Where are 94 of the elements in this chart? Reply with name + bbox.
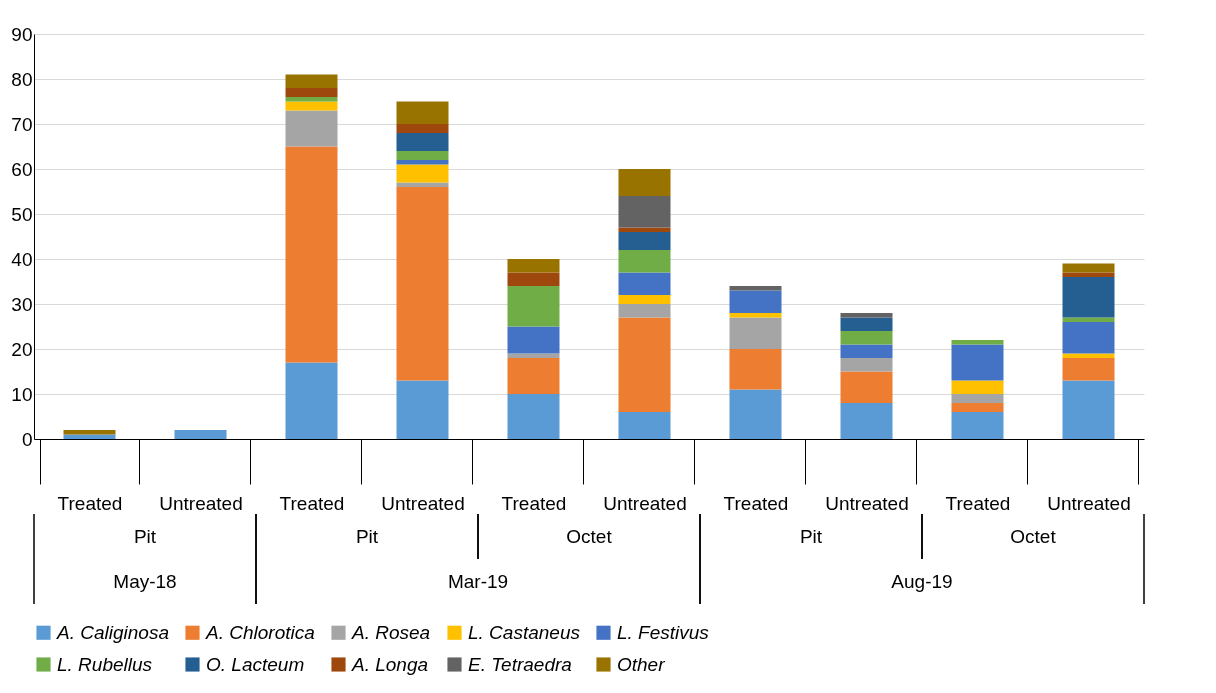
bar [507, 326, 560, 354]
bar [729, 349, 782, 390]
bar [174, 430, 227, 439]
legend-label: L. Castaneus [468, 621, 581, 643]
legend-label: E. Tetraedra [468, 653, 572, 675]
y-tick-label: 30 [11, 293, 33, 315]
y-tick-label: 40 [11, 248, 33, 270]
bar [396, 101, 449, 124]
text: Octet [1010, 525, 1057, 547]
y-tick-label: 0 [21, 428, 33, 450]
bar [618, 169, 671, 196]
y-tick-label: 70 [11, 113, 33, 135]
bar [285, 74, 338, 88]
x-tick-label: Untreated [159, 492, 243, 514]
bar [1062, 380, 1115, 439]
x-tick-label: Treated [723, 492, 789, 514]
bar [618, 295, 671, 304]
bar [507, 259, 560, 273]
y-tick-label: 20 [11, 338, 33, 360]
bar [951, 340, 1004, 345]
bar [729, 286, 782, 291]
bar [951, 394, 1004, 403]
bar [840, 344, 893, 358]
bar [729, 313, 782, 318]
bar [396, 187, 449, 381]
x-tick-label: Untreated [603, 492, 687, 514]
legend-label: A. Chlorotica [205, 621, 315, 643]
bar [840, 313, 893, 318]
bar [951, 380, 1004, 394]
bar [618, 250, 671, 273]
text: Aug-19 [891, 570, 953, 592]
bar [618, 317, 671, 412]
bar [618, 232, 671, 250]
legend-label: A. Rosea [351, 621, 431, 643]
bar [1062, 322, 1115, 354]
bar [285, 146, 338, 363]
legend-label: O. Lacteum [206, 653, 305, 675]
x-tick-label: Untreated [825, 492, 909, 514]
x-tick-label: Treated [57, 492, 123, 514]
bar [507, 286, 560, 327]
text: May-18 [113, 570, 177, 592]
bar [618, 196, 671, 228]
bar [729, 290, 782, 313]
y-tick-label: 80 [11, 68, 33, 90]
bar [1062, 263, 1115, 273]
bar [396, 151, 449, 160]
bar [840, 358, 893, 372]
text: Pit [799, 525, 823, 547]
x-tick-label: Untreated [381, 492, 465, 514]
x-tick-label: Treated [279, 492, 345, 514]
y-tick-label: 10 [11, 383, 33, 405]
legend-label: Other [617, 653, 666, 675]
text: Pit [355, 525, 379, 547]
bar [1062, 277, 1115, 318]
bar [396, 164, 449, 183]
bar [951, 344, 1004, 381]
bar [285, 110, 338, 147]
bar [951, 403, 1004, 412]
bar [618, 304, 671, 318]
bar [729, 317, 782, 349]
bar [618, 272, 671, 295]
bar [285, 88, 338, 97]
text: Mar-19 [447, 570, 509, 592]
bar [951, 412, 1004, 439]
bar [840, 371, 893, 403]
bar [507, 394, 560, 439]
bar [840, 403, 893, 439]
text: Pit [133, 525, 157, 547]
bar [396, 160, 449, 165]
bar [507, 272, 560, 286]
bar [63, 430, 116, 435]
legend-label: A. Caliginosa [56, 621, 169, 643]
bar [285, 362, 338, 439]
text: Octet [566, 525, 613, 547]
legend-label: A. Longa [351, 653, 429, 675]
x-tick-label: Untreated [1047, 492, 1131, 514]
x-tick-label: Treated [945, 492, 1011, 514]
bar [285, 97, 338, 102]
bar [285, 101, 338, 111]
legend-label: L. Rubellus [57, 653, 153, 675]
bar [729, 389, 782, 439]
y-tick-label: 90 [11, 23, 33, 45]
bar [840, 331, 893, 345]
bar [396, 124, 449, 133]
bar [396, 133, 449, 151]
legend-label: L. Festivus [617, 621, 710, 643]
bar [1062, 358, 1115, 381]
bar [396, 380, 449, 439]
bar [840, 317, 893, 331]
bar [618, 412, 671, 439]
x-tick-label: Treated [501, 492, 567, 514]
bar [507, 358, 560, 394]
y-tick-label: 60 [11, 158, 33, 180]
y-tick-label: 50 [11, 203, 33, 225]
